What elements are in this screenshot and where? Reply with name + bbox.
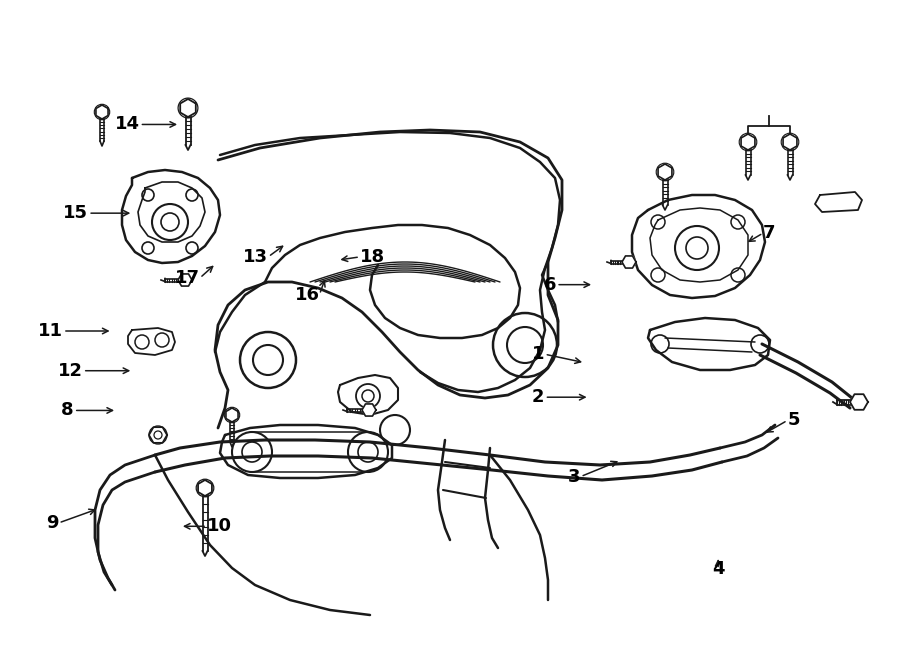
Polygon shape [226,408,239,422]
Text: 11: 11 [38,322,63,340]
Text: 6: 6 [544,275,556,294]
Polygon shape [362,404,376,416]
Text: 16: 16 [294,285,320,304]
Polygon shape [149,427,167,443]
Text: 18: 18 [360,248,385,266]
Polygon shape [658,164,672,180]
Text: 7: 7 [763,224,776,242]
Polygon shape [850,394,868,410]
Text: 2: 2 [532,388,544,406]
Polygon shape [198,480,212,496]
Text: 8: 8 [61,401,74,420]
Polygon shape [783,134,796,150]
Text: 1: 1 [532,345,544,363]
Text: 4: 4 [712,560,724,579]
Text: 17: 17 [175,269,200,287]
Text: 3: 3 [568,467,580,486]
Text: 13: 13 [243,248,268,266]
Polygon shape [178,274,192,286]
Text: 12: 12 [58,361,83,380]
Polygon shape [96,105,108,119]
Text: 5: 5 [788,411,800,430]
Text: 9: 9 [46,514,58,532]
Text: 15: 15 [63,204,88,222]
Text: 10: 10 [207,517,232,536]
Polygon shape [180,99,196,117]
Polygon shape [741,134,755,150]
Text: 14: 14 [114,115,140,134]
Polygon shape [622,256,636,268]
